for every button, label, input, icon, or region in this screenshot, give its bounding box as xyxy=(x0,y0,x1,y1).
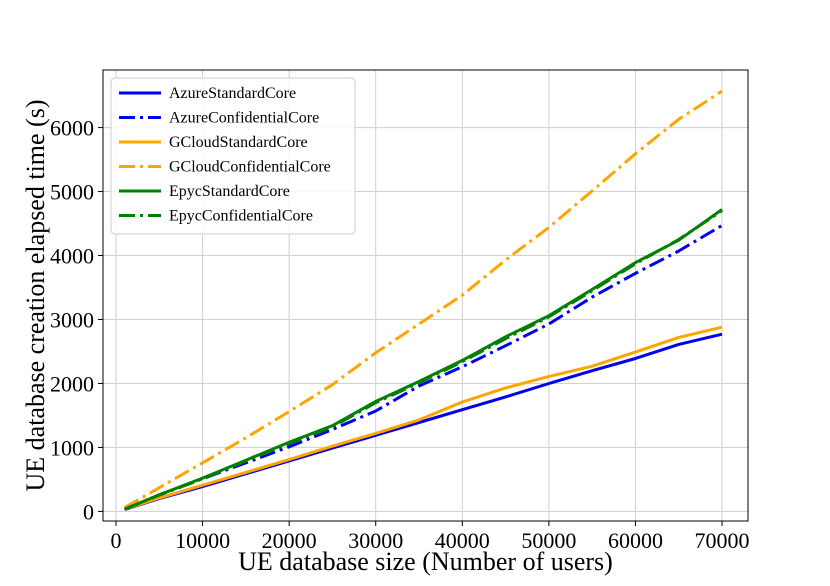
legend-box xyxy=(110,77,356,235)
plot-frame xyxy=(102,69,749,522)
series-line-GCloudStandardCore xyxy=(124,325,723,511)
x-tick-label: 30000 xyxy=(348,528,403,553)
y-tick-label: 6000 xyxy=(50,116,94,141)
y-tick-label: 5000 xyxy=(50,180,94,205)
legend-label: AzureConfidentialCore xyxy=(169,110,319,127)
legend: AzureStandardCore AzureConfidentialCore GC… xyxy=(110,77,356,235)
series-layer xyxy=(123,89,723,511)
legend-label: GCloudConfidentialCore xyxy=(169,159,331,176)
series-line-GCloudConfidentialCore xyxy=(123,89,723,509)
y-tick-label: 4000 xyxy=(50,244,94,269)
x-axis-label: UE database size (Number of users) xyxy=(238,547,613,576)
x-axis: 0 10000 20000 30000 40000 50000 60000 70000 xyxy=(110,521,750,553)
y-axis-label: UE database creation elapsed time (s) xyxy=(21,100,50,492)
y-tick-label: 3000 xyxy=(50,307,94,332)
y-tick-label: 0 xyxy=(83,499,94,524)
y-tick-label: 1000 xyxy=(50,435,94,460)
x-tick-label: 0 xyxy=(110,528,121,553)
legend-label: EpycConfidentialCore xyxy=(169,208,313,225)
legend-label: GCloudStandardCore xyxy=(169,134,308,151)
legend-label: AzureStandardCore xyxy=(169,85,296,102)
legend-label: EpycStandardCore xyxy=(169,183,290,200)
series-line-AzureConfidentialCore xyxy=(124,224,723,511)
x-tick-label: 50000 xyxy=(521,528,576,553)
series-line-EpycConfidentialCore xyxy=(124,209,723,511)
x-tick-label: 10000 xyxy=(175,528,230,553)
x-tick-label: 60000 xyxy=(608,528,663,553)
x-tick-label: 40000 xyxy=(435,528,490,553)
y-tick-label: 2000 xyxy=(50,371,94,396)
x-tick-label: 20000 xyxy=(262,528,317,553)
y-axis: 0 1000 2000 3000 4000 5000 6000 xyxy=(50,116,103,524)
x-tick-label: 70000 xyxy=(695,528,750,553)
